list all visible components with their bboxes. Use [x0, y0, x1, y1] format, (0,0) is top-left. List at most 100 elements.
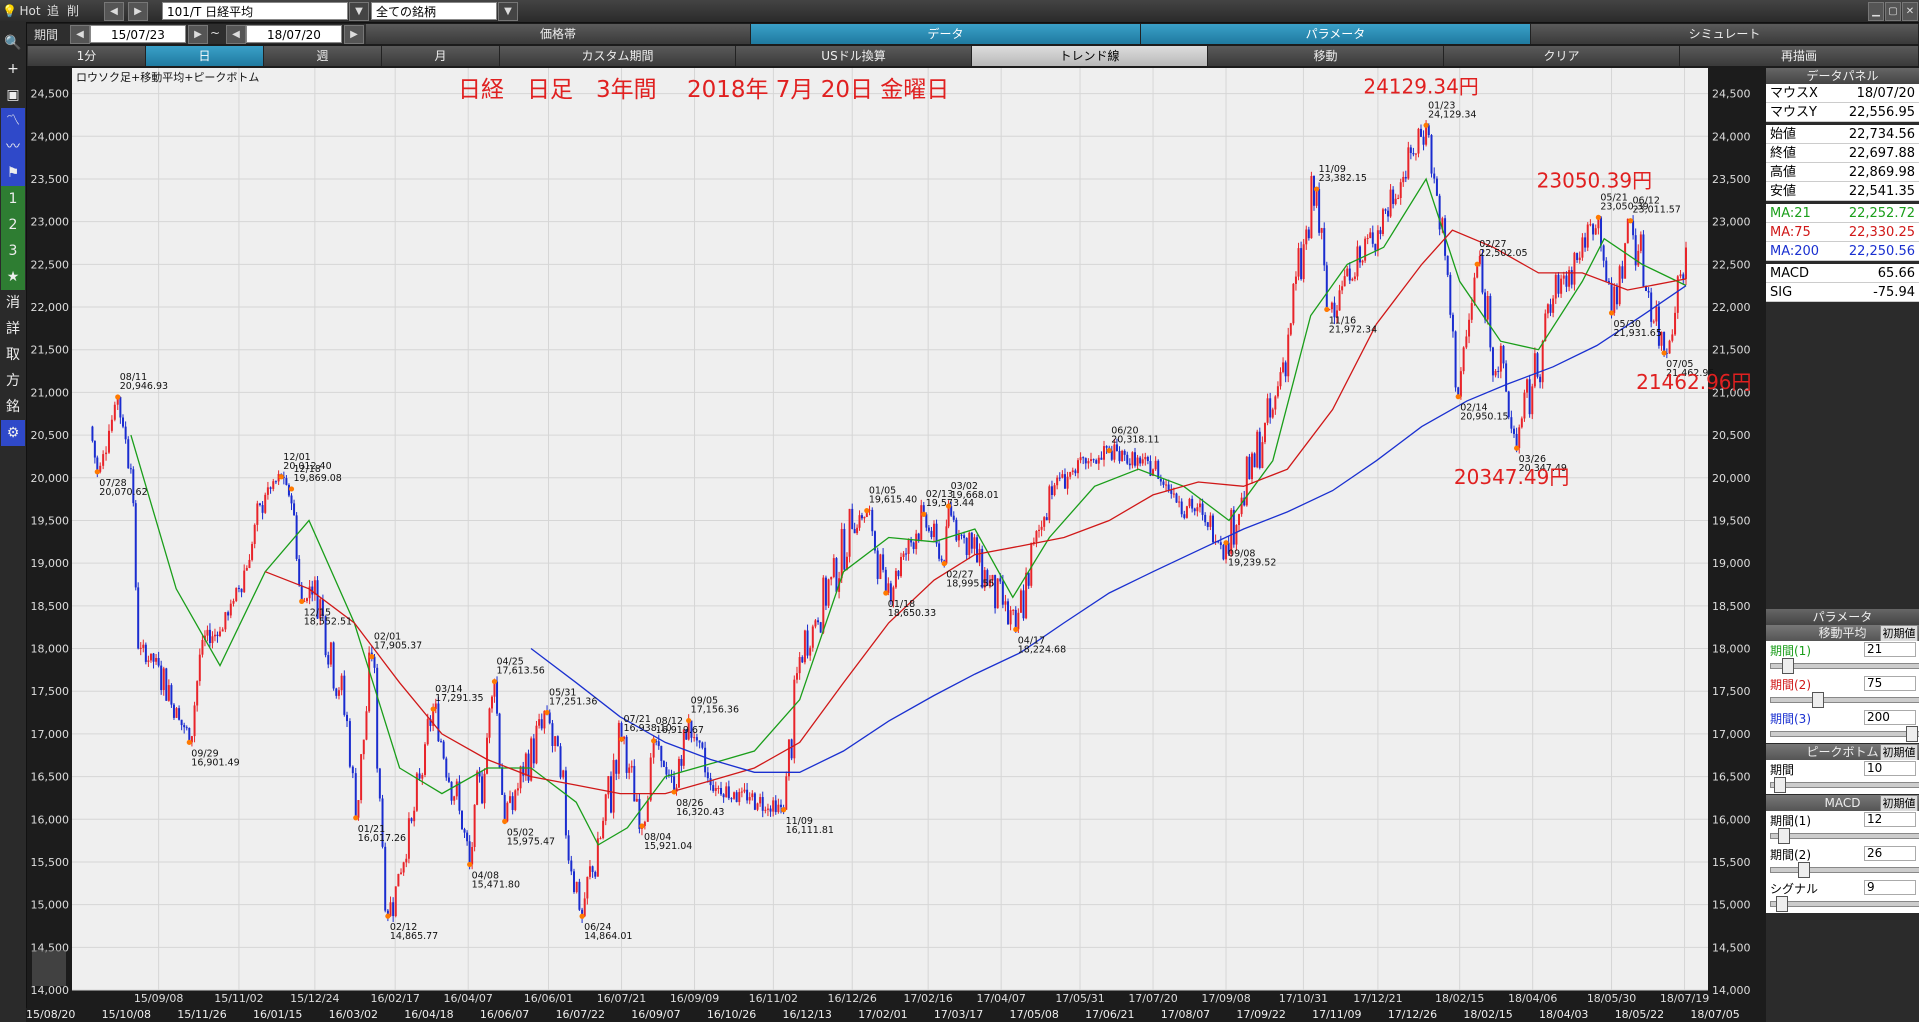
candle-body — [460, 810, 463, 830]
take-icon[interactable]: 取 — [6, 347, 20, 363]
maximize-icon[interactable]: ▢ — [1885, 2, 1901, 21]
parameter-slider[interactable] — [1770, 896, 1919, 912]
three-icon[interactable]: 3 — [1, 238, 25, 264]
symbol-dropdown-icon[interactable]: ▼ — [349, 2, 369, 21]
tab-parameter[interactable]: パラメータ — [1141, 24, 1531, 44]
camera-icon[interactable]: ▣ — [6, 87, 20, 103]
reset-button[interactable]: 初期値 — [1880, 795, 1918, 812]
period-to-field[interactable]: 18/07/20 — [246, 25, 342, 43]
minimize-icon[interactable]: ▁ — [1868, 2, 1884, 21]
tab-usd-convert[interactable]: USドル換算 — [736, 46, 972, 66]
universe-dropdown-icon[interactable]: ▼ — [498, 2, 518, 21]
period-to-next-icon[interactable]: ▶ — [344, 25, 364, 44]
search-icon[interactable]: 🔍 — [4, 35, 22, 51]
star-icon[interactable]: ★ — [1, 264, 25, 290]
crosshair-icon[interactable]: + — [7, 61, 19, 77]
slider-knob[interactable] — [1776, 896, 1789, 912]
peak-bottom-marker — [353, 815, 359, 821]
slider-knob[interactable] — [1781, 658, 1794, 674]
candle-body — [1468, 319, 1471, 337]
tab-daily[interactable]: 日 — [146, 46, 264, 66]
parameter-value-input[interactable]: 75 — [1864, 676, 1916, 691]
slider-knob[interactable] — [1811, 692, 1824, 708]
tab-custom-period[interactable]: カスタム期間 — [500, 46, 736, 66]
peak-bottom-label: 17,613.56 — [496, 666, 544, 677]
detail-icon[interactable]: 詳 — [6, 321, 20, 337]
parameter-value-input[interactable]: 12 — [1864, 812, 1916, 827]
tab-1min[interactable]: 1分 — [28, 46, 146, 66]
candle-body — [1541, 341, 1544, 383]
candle-body — [766, 808, 769, 810]
slider-knob[interactable] — [1798, 862, 1811, 878]
universe-field[interactable]: 全ての銘柄 — [371, 2, 497, 20]
candle-body — [1399, 182, 1402, 199]
parameter-slider[interactable] — [1770, 862, 1919, 878]
x-tick-label: 16/12/26 — [828, 992, 877, 1005]
parameter-slider[interactable] — [1770, 726, 1919, 742]
delete-button[interactable]: 削 — [66, 4, 79, 18]
parameter-value-input[interactable]: 26 — [1864, 846, 1916, 861]
parameter-slider[interactable] — [1770, 777, 1919, 793]
y-tick-label-right: 14,500 — [1712, 941, 1751, 954]
candle-body — [501, 767, 504, 795]
tab-monthly[interactable]: 月 — [382, 46, 500, 66]
tab-price-band[interactable]: 価格帯 — [366, 24, 751, 44]
period-from-prev-icon[interactable]: ◀ — [70, 25, 90, 44]
slider-knob[interactable] — [1773, 777, 1786, 793]
mini-chart-icon[interactable] — [32, 950, 66, 986]
candle-body — [712, 785, 715, 791]
parameter-value-input[interactable]: 200 — [1864, 710, 1916, 725]
period-from-field[interactable]: 15/07/23 — [90, 25, 186, 43]
candle-body — [1381, 209, 1384, 234]
flag-icon[interactable]: ⚑ — [1, 160, 25, 186]
candle-body — [211, 636, 214, 644]
candle-body — [1307, 229, 1310, 239]
candle-body — [1384, 209, 1387, 211]
y-tick-label: 24,000 — [31, 130, 70, 143]
parameter-value-input[interactable]: 9 — [1864, 880, 1916, 895]
tab-redraw[interactable]: 再描画 — [1680, 46, 1919, 66]
reset-button[interactable]: 初期値 — [1880, 744, 1918, 761]
peak-bottom-label: 21,972.34 — [1329, 324, 1377, 335]
stock-icon[interactable]: 銘 — [6, 399, 20, 415]
tab-clear[interactable]: クリア — [1444, 46, 1680, 66]
period-to-prev-icon[interactable]: ◀ — [226, 25, 246, 44]
period-from-next-icon[interactable]: ▶ — [188, 25, 208, 44]
tab-data[interactable]: データ — [751, 24, 1141, 44]
parameter-slider[interactable] — [1770, 658, 1919, 674]
add-button[interactable]: 追 — [46, 4, 59, 18]
date-scroll-bar[interactable]: 15/08/20 15/10/08 15/11/26 16/01/15 16/03/02… — [26, 1008, 1766, 1022]
method-icon[interactable]: 方 — [6, 373, 20, 389]
parameter-slider[interactable] — [1770, 692, 1919, 708]
indicator-icon[interactable]: 〰 — [1, 134, 25, 160]
candle-body — [193, 705, 196, 737]
parameter-value-input[interactable]: 10 — [1864, 761, 1916, 776]
top-toolbar: 💡 Hot 追 削 ◀ ▶ 101/T 日経平均 ▼ 全ての銘柄 ▼ ▁ ▢ ✕ — [0, 0, 1919, 23]
hot-button[interactable]: Hot — [19, 4, 41, 18]
settings-icon[interactable]: ⚙ — [1, 420, 25, 446]
next-symbol-icon[interactable]: ▶ — [128, 2, 148, 21]
parameter-value-input[interactable]: 21 — [1864, 642, 1916, 657]
tab-weekly[interactable]: 週 — [264, 46, 382, 66]
y-tick-label-right: 20,000 — [1712, 472, 1751, 485]
candle-body — [1292, 283, 1295, 324]
slider-knob[interactable] — [1777, 828, 1790, 844]
parameter-slider[interactable] — [1770, 828, 1919, 844]
tab-move[interactable]: 移動 — [1208, 46, 1444, 66]
prev-symbol-icon[interactable]: ◀ — [104, 2, 124, 21]
candle-body — [295, 515, 298, 559]
slider-knob[interactable] — [1905, 726, 1918, 742]
symbol-field[interactable]: 101/T 日経平均 — [162, 2, 348, 20]
candle-body — [915, 533, 918, 550]
bulb-icon[interactable]: 💡 — [2, 4, 17, 18]
close-icon[interactable]: ✕ — [1902, 2, 1918, 21]
two-icon[interactable]: 2 — [1, 212, 25, 238]
tab-simulate[interactable]: シミュレート — [1531, 24, 1919, 44]
candle-body — [1261, 442, 1264, 468]
one-icon[interactable]: 1 — [1, 186, 25, 212]
line-chart-icon[interactable]: 〽 — [1, 108, 25, 134]
reset-button[interactable]: 初期値 — [1880, 625, 1918, 642]
erase-icon[interactable]: 消 — [6, 295, 20, 311]
tab-trend-line[interactable]: トレンド線 — [972, 46, 1208, 66]
